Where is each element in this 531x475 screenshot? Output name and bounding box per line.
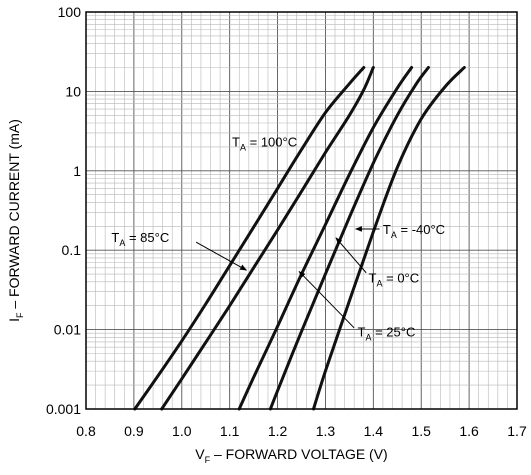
y-tick-label: 0.001 [46, 401, 81, 417]
x-tick-label: 1.1 [220, 423, 240, 439]
x-tick-label: 1.0 [172, 423, 192, 439]
series-line-4 [312, 66, 466, 411]
annotation-85c-arrow [195, 241, 248, 271]
annotation-0c: TA = 0°C [369, 271, 420, 289]
annotation-85c: TA = 85°C [111, 230, 169, 248]
annotation-100c: TA = 100°C [232, 134, 297, 152]
x-tick-label: 1.6 [459, 423, 479, 439]
annotation-0c-arrow [335, 237, 367, 274]
annotation-minus40c: TA = -40°C [383, 222, 445, 240]
plot-frame [85, 11, 518, 410]
tick-labels: 0.8 0.9 1.0 1.1 1.2 1.3 1.4 1.5 1.6 1.7 0.001 0.01 0… [46, 4, 527, 439]
y-tick-label: 0.01 [54, 322, 81, 338]
y-tick-label: 0.1 [62, 242, 82, 258]
annotations: TA = 100°C TA = 85°C TA = -40°C TA = 0°C TA … [111, 134, 445, 342]
x-tick-label: 1.7 [507, 423, 527, 439]
y-tick-label: 100 [58, 4, 82, 20]
series-line-2 [237, 66, 414, 411]
annotation-25c-arrow [298, 270, 355, 329]
x-tick-label: 1.4 [364, 423, 384, 439]
x-tick-label: 0.8 [76, 423, 96, 439]
series-line-1 [160, 66, 375, 411]
y-tick-label: 1 [73, 163, 81, 179]
x-tick-label: 1.3 [316, 423, 336, 439]
annotation-25c: TA = 25°C [358, 325, 416, 343]
series-line-3 [268, 66, 430, 411]
y-tick-label: 10 [65, 83, 81, 99]
series-line-0 [133, 66, 366, 411]
grid [86, 12, 517, 409]
y-axis-label: IF – FORWARD CURRENT (mA) [6, 119, 25, 322]
curves [133, 66, 466, 411]
x-tick-label: 1.2 [268, 423, 288, 439]
x-tick-label: 1.5 [411, 423, 431, 439]
x-axis-label: VF – FORWARD VOLTAGE (V) [195, 446, 387, 465]
x-tick-label: 0.9 [124, 423, 144, 439]
